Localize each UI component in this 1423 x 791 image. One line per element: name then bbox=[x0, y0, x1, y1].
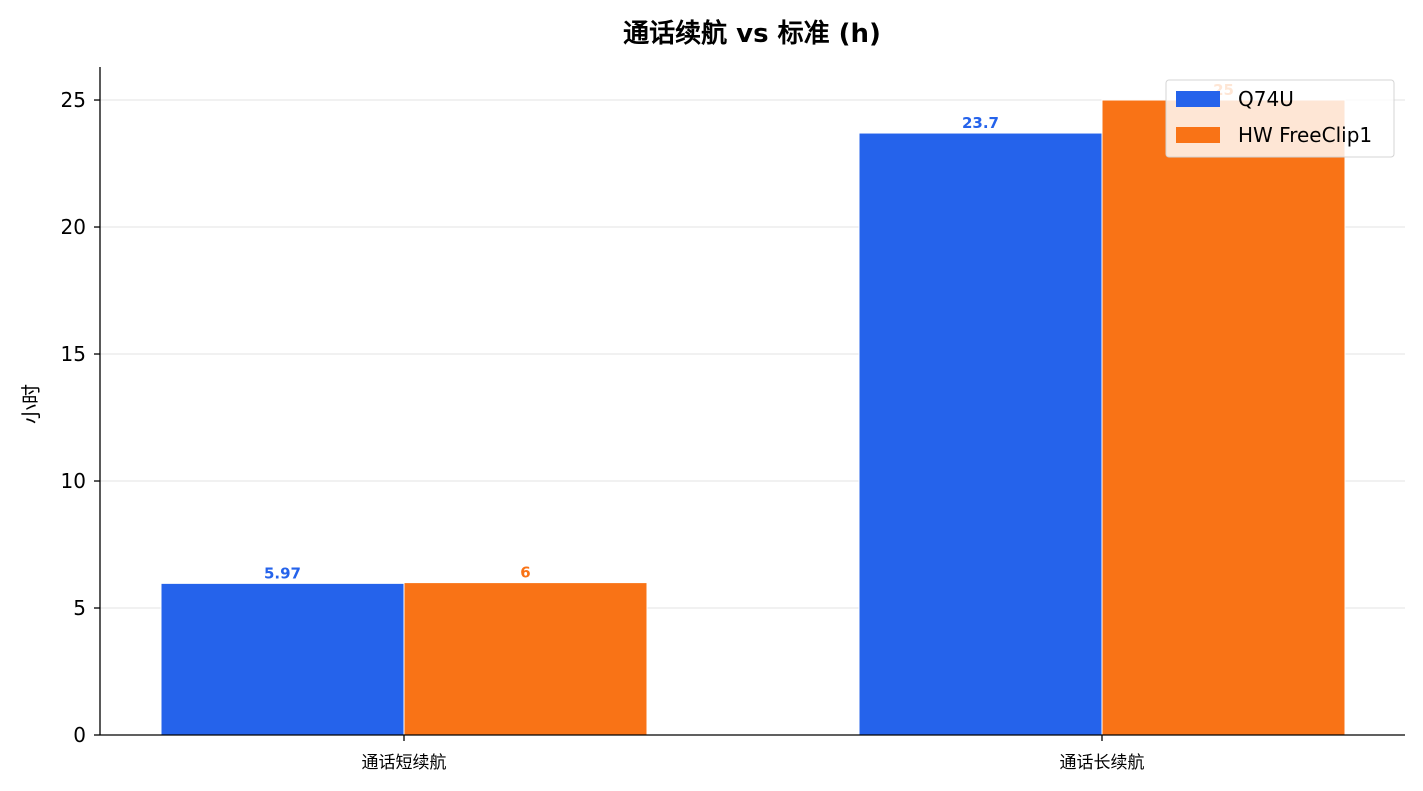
y-tick-label: 0 bbox=[73, 723, 86, 747]
bar-hw-freeclip1-0 bbox=[403, 582, 648, 736]
y-tick-label: 25 bbox=[61, 88, 86, 112]
legend-box bbox=[1165, 79, 1395, 158]
axes: 0 5 10 15 20 25 通话短续航 通话长续航 bbox=[61, 67, 1405, 773]
x-tick-label: 通话长续航 bbox=[1060, 753, 1145, 773]
data-label: 6 bbox=[520, 564, 530, 582]
x-tick-label: 通话短续航 bbox=[362, 753, 447, 773]
data-label: 5.97 bbox=[264, 564, 301, 582]
y-tick-label: 10 bbox=[61, 469, 86, 493]
y-tick-label: 15 bbox=[61, 342, 86, 366]
legend-swatch bbox=[1176, 91, 1220, 107]
y-tick-label: 5 bbox=[73, 596, 86, 620]
bar-q74u-1 bbox=[858, 132, 1103, 736]
data-label: 23.7 bbox=[962, 114, 999, 132]
bar-q74u-0 bbox=[160, 582, 405, 736]
bars bbox=[160, 99, 1346, 736]
chart-title: 通话续航 vs 标准 (h) bbox=[623, 18, 881, 49]
y-tick-label: 20 bbox=[61, 215, 86, 239]
legend-label: Q74U bbox=[1238, 87, 1294, 111]
legend-swatch bbox=[1176, 127, 1220, 143]
y-axis-label: 小时 bbox=[19, 384, 43, 424]
bar-hw-freeclip1-1 bbox=[1101, 99, 1346, 736]
legend: Q74U HW FreeClip1 bbox=[1165, 79, 1395, 158]
legend-label: HW FreeClip1 bbox=[1238, 123, 1372, 147]
